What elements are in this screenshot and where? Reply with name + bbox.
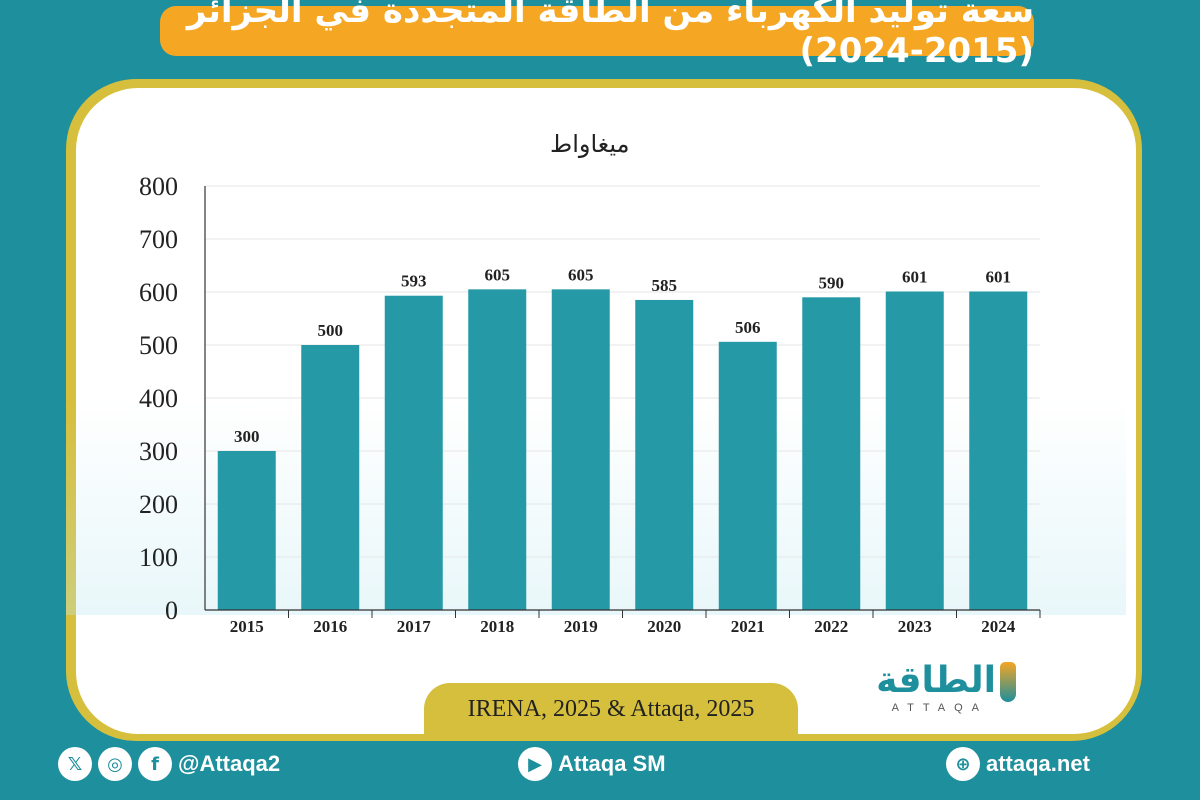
data-label: 601 — [986, 267, 1012, 286]
logo-subtext: ATTAQA — [891, 702, 988, 714]
y-tick-label: 100 — [139, 543, 178, 572]
x-tick-label: 2022 — [814, 617, 848, 636]
data-label: 506 — [735, 318, 761, 337]
chart-title: سعة توليد الكهرباء من الطاقة المتجددة في… — [186, 0, 1034, 71]
bar — [969, 291, 1028, 610]
facebook-icon[interactable]: f — [138, 747, 172, 781]
data-label: 605 — [568, 265, 594, 284]
y-tick-label: 500 — [139, 331, 178, 360]
bar — [885, 291, 944, 610]
x-tick-label: 2017 — [397, 617, 432, 636]
x-tick-label: 2021 — [731, 617, 765, 636]
data-label: 593 — [401, 272, 427, 291]
bar — [802, 297, 861, 610]
website-link[interactable]: attaqa.net — [986, 751, 1090, 776]
youtube-icon[interactable]: ▶ — [518, 747, 552, 781]
y-tick-label: 600 — [139, 278, 178, 307]
x-tick-label: 2020 — [647, 617, 681, 636]
logo-drop-icon — [1000, 662, 1016, 702]
data-label: 300 — [234, 427, 260, 446]
footer-youtube: ▶ Attaqa SM — [518, 744, 666, 784]
y-axis-unit-label: ميغاواط — [550, 130, 630, 158]
bar — [551, 289, 610, 610]
bar — [384, 295, 443, 610]
bar — [718, 341, 777, 610]
bar — [468, 289, 527, 610]
bar — [301, 345, 360, 610]
x-tick-label: 2023 — [898, 617, 932, 636]
y-tick-label: 700 — [139, 225, 178, 254]
x-tick-label: 2015 — [230, 617, 264, 636]
bar — [217, 451, 276, 610]
instagram-icon[interactable]: ◎ — [98, 747, 132, 781]
data-label: 585 — [652, 276, 678, 295]
x-tick-label: 2024 — [981, 617, 1016, 636]
y-tick-label: 0 — [165, 596, 178, 625]
data-label: 601 — [902, 267, 928, 286]
y-tick-label: 400 — [139, 384, 178, 413]
x-tick-label: 2018 — [480, 617, 514, 636]
y-tick-label: 200 — [139, 490, 178, 519]
data-label: 590 — [819, 273, 845, 292]
x-tick-label: 2019 — [564, 617, 598, 636]
youtube-channel[interactable]: Attaqa SM — [558, 751, 666, 776]
footer-social: 𝕏 ◎ f @Attaqa2 — [58, 744, 280, 784]
x-icon[interactable]: 𝕏 — [58, 747, 92, 781]
source-label: IRENA, 2025 & Attaqa, 2025 — [424, 683, 798, 735]
y-tick-label: 800 — [139, 172, 178, 201]
footer-website: ⊕ attaqa.net — [946, 744, 1090, 784]
logo-text: الطاقة — [876, 660, 996, 701]
title-bar: سعة توليد الكهرباء من الطاقة المتجددة في… — [160, 0, 1034, 71]
attaqa-logo: الطاقة ATTAQA — [838, 658, 1018, 720]
globe-icon[interactable]: ⊕ — [946, 747, 980, 781]
bar — [635, 299, 694, 610]
x-tick-label: 2016 — [313, 617, 347, 636]
data-label: 500 — [318, 321, 344, 340]
social-handle[interactable]: @Attaqa2 — [178, 751, 281, 776]
data-label: 605 — [485, 265, 511, 284]
y-tick-label: 300 — [139, 437, 178, 466]
